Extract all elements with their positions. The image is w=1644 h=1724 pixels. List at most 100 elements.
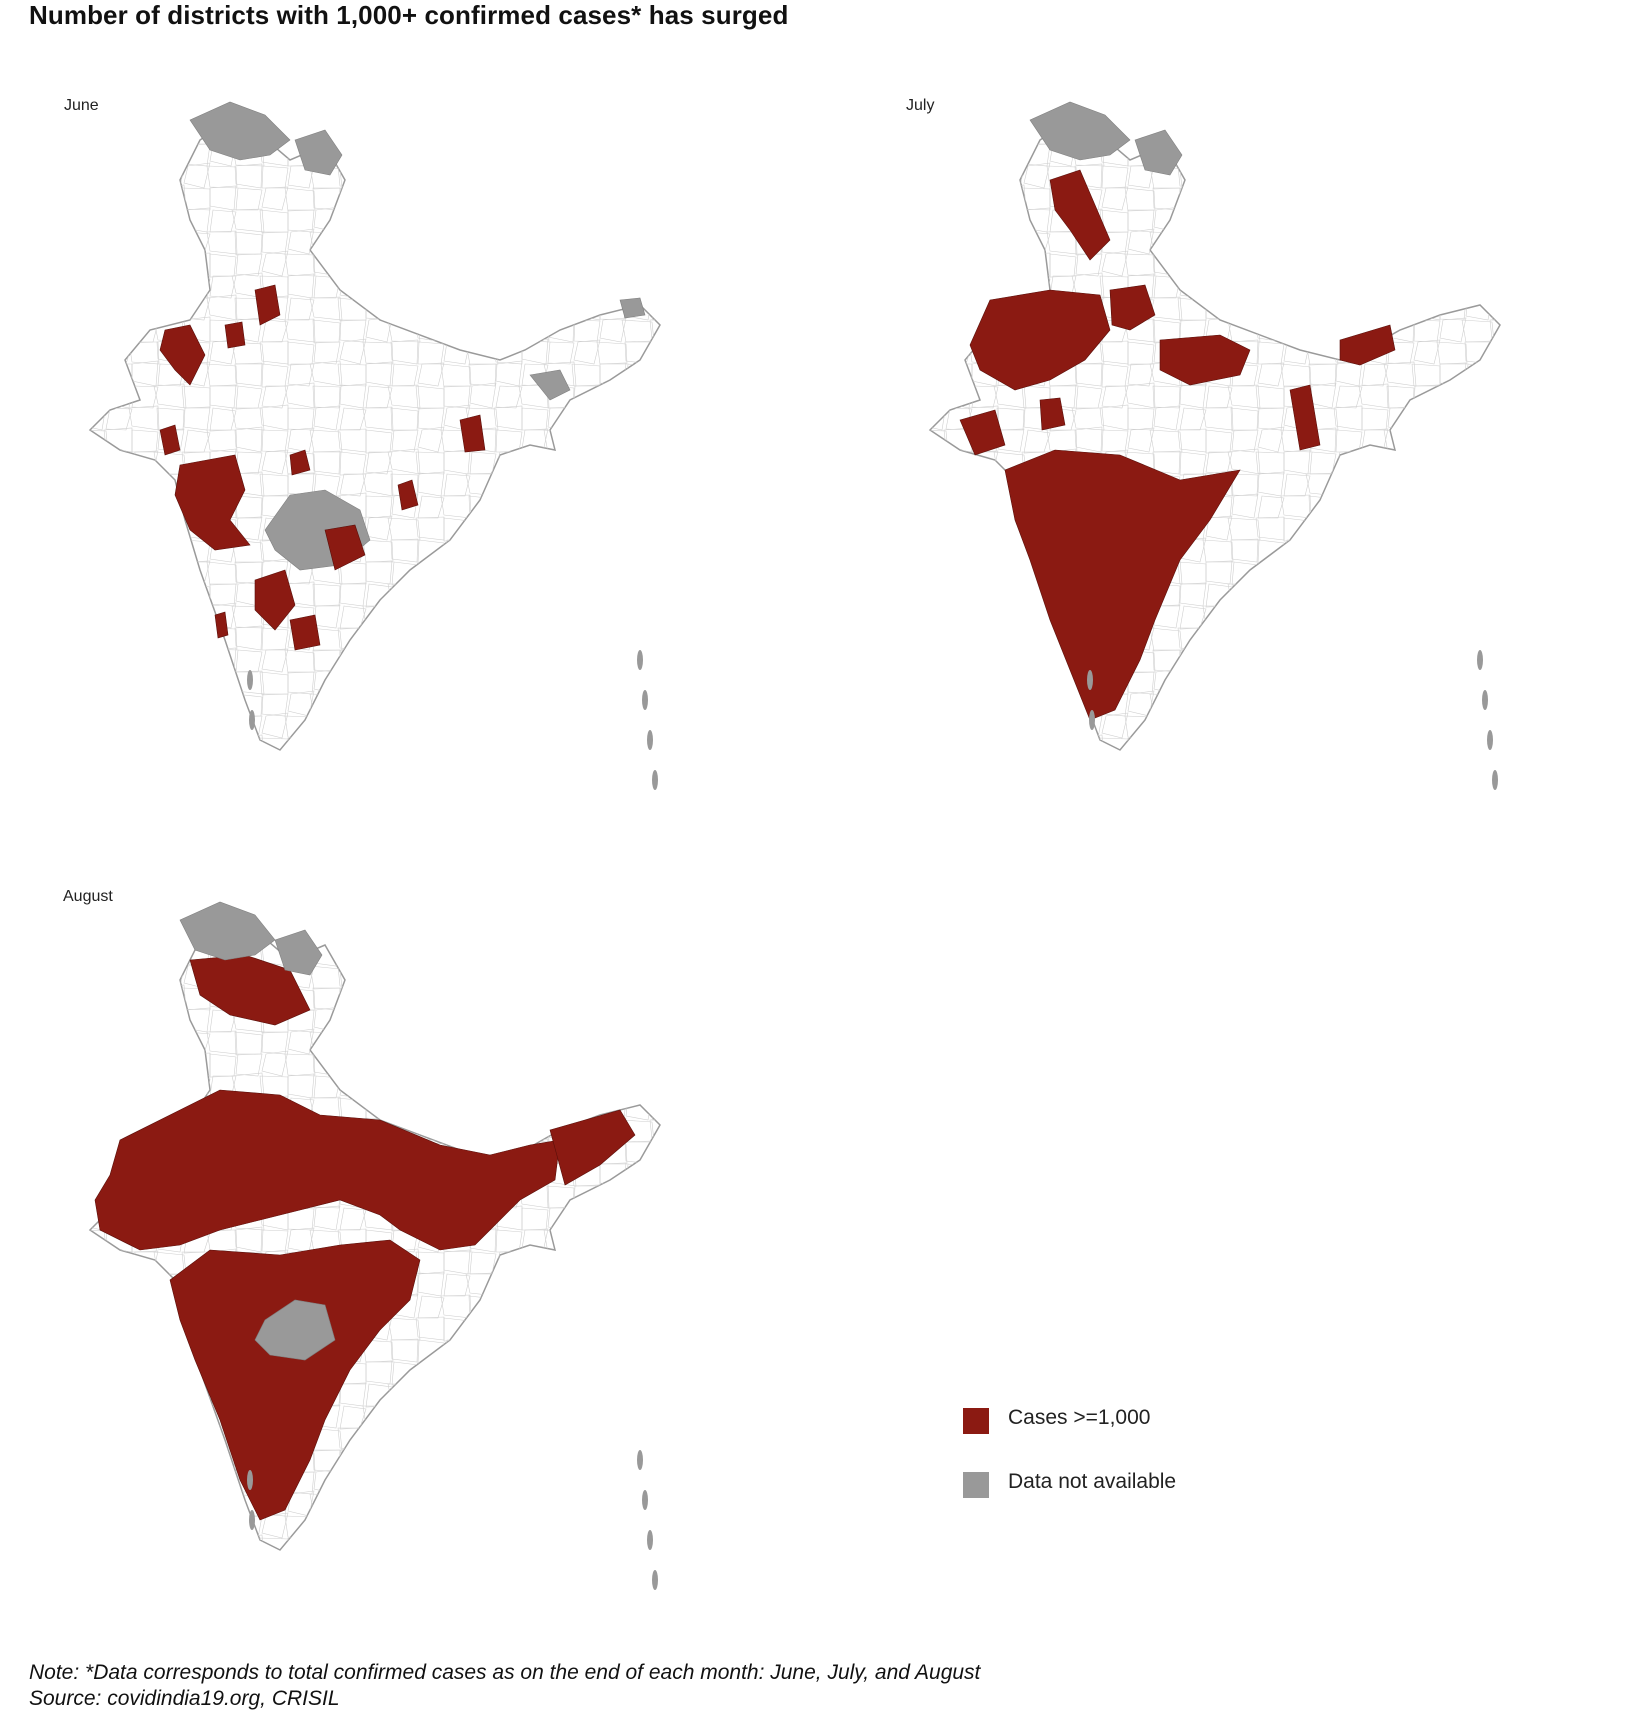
district-cell [1413, 583, 1441, 607]
district-cell [943, 120, 973, 123]
district-cell [596, 407, 628, 431]
district-cell [624, 404, 653, 431]
district-cell [599, 426, 627, 453]
district-cell [261, 186, 289, 211]
island-mark [637, 650, 643, 670]
district-cell [183, 605, 211, 629]
district-cell [997, 561, 1025, 585]
district-cell [651, 273, 660, 299]
district-cell [621, 250, 655, 277]
district-cell [573, 671, 601, 695]
district-cell [339, 984, 367, 1011]
cases-region-south [169, 1239, 421, 1521]
district-cell [443, 275, 471, 299]
district-cell [90, 986, 107, 1011]
district-cell [1411, 230, 1441, 255]
district-cell [105, 536, 133, 563]
district-cell [1202, 737, 1234, 750]
district-cell [390, 1471, 419, 1495]
district-cell [128, 142, 160, 167]
district-cell [518, 1382, 550, 1407]
district-cell [1308, 120, 1337, 123]
district-cell [495, 693, 523, 717]
district-cell [362, 1339, 394, 1363]
district-cell [1335, 165, 1363, 190]
district-cell [387, 185, 421, 211]
district-cell [365, 649, 393, 673]
district-cell [547, 1405, 575, 1429]
district-cell [1255, 253, 1285, 277]
district-cell [599, 385, 627, 410]
district-cell [1205, 385, 1233, 409]
district-cell [1411, 692, 1441, 717]
district-cell [90, 449, 107, 475]
district-cell [469, 649, 497, 674]
district-cell [157, 1427, 185, 1451]
district-cell [440, 1095, 472, 1121]
district-cell [1466, 758, 1492, 782]
district-cell [362, 406, 394, 431]
island-mark [249, 1510, 255, 1530]
district-cell [543, 495, 577, 519]
district-cell [930, 275, 947, 299]
district-cell [930, 627, 949, 651]
district-cell [543, 1360, 577, 1385]
district-cell [339, 1515, 367, 1539]
district-cell [440, 231, 472, 255]
district-cell [131, 1359, 159, 1385]
district-cell [90, 1317, 107, 1342]
district-cell [1305, 143, 1339, 167]
district-cell [157, 297, 185, 322]
island-mark [249, 710, 255, 730]
district-cell [362, 207, 394, 233]
district-cell [573, 1248, 601, 1275]
district-cell [338, 1560, 366, 1583]
district-cell [128, 1339, 160, 1363]
district-cell [1461, 449, 1495, 475]
district-cell [391, 1094, 419, 1121]
district-cell [596, 208, 628, 233]
district-cell [649, 517, 660, 541]
district-cell [678, 143, 704, 166]
district-cell [1308, 297, 1337, 321]
district-cell [339, 920, 367, 945]
district-cell [1411, 493, 1441, 519]
district-cell [1202, 275, 1234, 300]
district-cell [599, 516, 627, 541]
district-cell [1309, 715, 1337, 739]
district-cell [103, 1295, 133, 1320]
district-cell [930, 517, 947, 542]
district-cell [443, 1383, 471, 1407]
district-cell [391, 165, 419, 189]
district-cell [1230, 473, 1259, 497]
district-cell [153, 120, 187, 145]
district-cell [465, 1471, 499, 1495]
district-cell [495, 1359, 523, 1385]
district-cell [90, 965, 109, 989]
district-cell [971, 165, 999, 190]
district-cell [440, 627, 472, 651]
district-cell [649, 987, 660, 1012]
district-cell [546, 1449, 575, 1473]
district-cell [209, 671, 237, 695]
district-cell [1361, 537, 1389, 563]
district-cell [259, 737, 289, 750]
district-cell [1305, 209, 1339, 233]
district-cell [105, 943, 133, 967]
district-cell [313, 782, 340, 805]
district-cell [234, 426, 263, 453]
district-cell [465, 536, 499, 563]
district-cell [415, 187, 445, 211]
district-cell [391, 965, 419, 989]
district-cell [1361, 671, 1389, 695]
district-cell [1465, 558, 1493, 585]
district-cell [996, 736, 1025, 750]
district-cell [1283, 186, 1311, 211]
district-cell [90, 1273, 107, 1297]
district-cell [547, 779, 574, 804]
district-cell [105, 1535, 133, 1550]
district-cell [469, 1515, 497, 1539]
district-cell [339, 1207, 367, 1231]
district-cell [1515, 496, 1545, 518]
district-cell [362, 1075, 394, 1100]
